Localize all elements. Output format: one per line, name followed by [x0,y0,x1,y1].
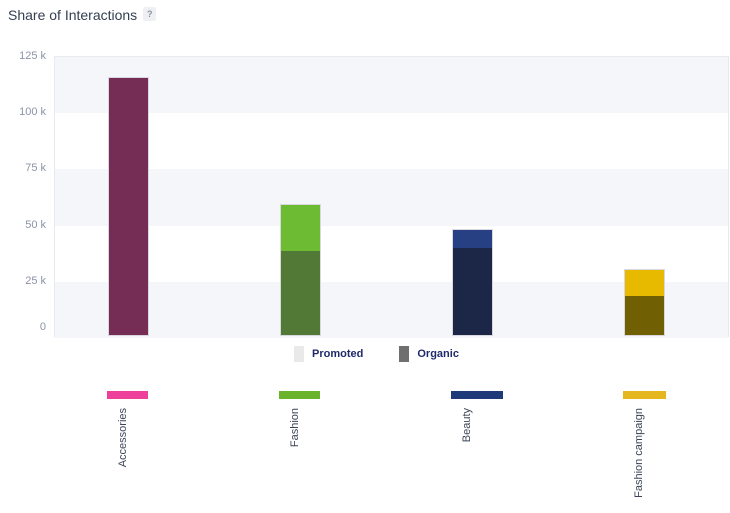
y-tick-label: 125 k [19,50,46,62]
bar-fashion-organic-segment[interactable] [281,250,320,335]
category-label-beauty: Beauty [461,408,473,443]
category-label-fashion-campaign: Fashion campaign [633,408,645,498]
bar-beauty-promoted-segment[interactable] [453,230,492,248]
bar-beauty[interactable] [452,229,493,336]
y-tick-label: 0 [39,321,46,333]
category-swatch-accessories [107,391,148,399]
page-title: Share of Interactions [8,7,138,23]
category-label-fashion: Fashion [289,408,301,448]
grid-band [55,281,728,338]
grid-band [55,225,728,282]
grid-band [55,169,728,226]
bar-beauty-organic-segment[interactable] [453,247,492,335]
category-swatch-beauty [451,391,503,399]
grid-band [55,57,728,114]
help-icon[interactable]: ? [143,7,157,21]
y-tick-label: 75 k [25,162,46,175]
legend-swatch-promoted [294,346,305,362]
y-tick-label: 25 k [25,274,46,287]
bar-accessories[interactable] [108,77,149,336]
legend-label: Organic [417,348,459,360]
bar-fashion-campaign-promoted-segment[interactable] [625,270,664,296]
y-tick-label: 100 k [19,106,46,119]
category-label-accessories: Accessories [117,408,129,468]
category-swatch-fashion-campaign [623,391,666,399]
bar-fashion-campaign-organic-segment[interactable] [625,296,664,335]
panel-header: Share of Interactions ? [8,6,157,24]
legend-item-promoted[interactable]: Promoted [294,346,363,362]
category-swatch-fashion [279,391,320,399]
chart-legend: Promoted Organic [54,346,699,362]
grid-band [55,113,728,170]
y-tick-label: 50 k [25,218,46,231]
bar-fashion-promoted-segment[interactable] [281,205,320,251]
plot-area [54,56,729,338]
bar-accessories-organic-segment[interactable] [109,78,148,335]
legend-label: Promoted [312,348,364,360]
legend-swatch-organic [399,346,410,362]
bar-fashion-campaign[interactable] [624,269,665,336]
bar-fashion[interactable] [280,204,321,336]
legend-item-organic[interactable]: Organic [399,346,459,362]
